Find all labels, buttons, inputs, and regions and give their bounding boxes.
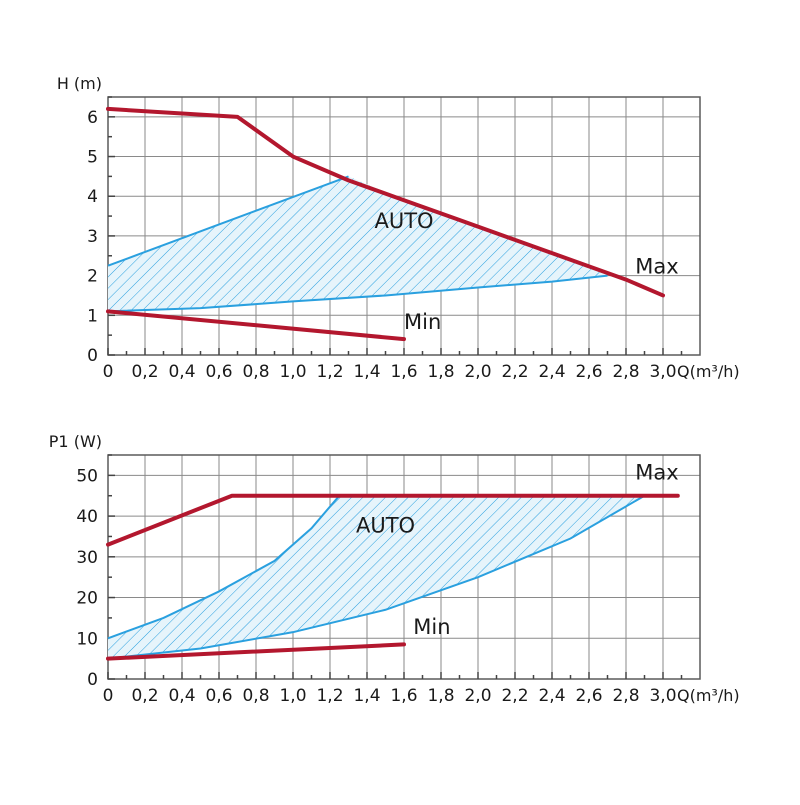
- series-max-line: [106, 493, 680, 547]
- curve-label-min: Min: [404, 310, 441, 334]
- y-tick-label: 20: [76, 589, 98, 609]
- y-tick-label: 50: [76, 466, 98, 486]
- y-tick-label: 6: [87, 108, 98, 128]
- auto-region: [108, 176, 608, 312]
- x-tick-label: 0,4: [168, 686, 195, 706]
- y-tick-label: 0: [87, 346, 98, 366]
- auto-label: AUTO: [356, 513, 415, 537]
- x-tick-label: 0,2: [131, 362, 158, 382]
- x-tick-label: 1,6: [390, 686, 417, 706]
- x-tick-label: 2,0: [464, 362, 491, 382]
- x-tick-label: 3,0: [649, 362, 676, 382]
- x-tick-label: 2,2: [501, 686, 528, 706]
- x-tick-label: 1,4: [353, 686, 380, 706]
- x-tick-label: 3,0: [649, 686, 676, 706]
- auto-lower-curve: [107, 494, 646, 660]
- curve-label-max: Max: [635, 460, 678, 484]
- y-axis-title: P1 (W): [49, 432, 102, 451]
- x-tick-label: 1,0: [279, 362, 306, 382]
- x-tick-label: 2,0: [464, 686, 491, 706]
- x-tick-label: 2,8: [612, 362, 639, 382]
- x-tick-label: 1,0: [279, 686, 306, 706]
- x-tick-label: 1,2: [316, 686, 343, 706]
- x-axis-title: Q(m³/h): [677, 686, 740, 705]
- x-tick-label: 2,4: [538, 686, 565, 706]
- x-tick-label: 0,8: [242, 362, 269, 382]
- x-tick-label: 2,2: [501, 362, 528, 382]
- y-tick-label: 3: [87, 227, 98, 247]
- y-tick-label: 40: [76, 507, 98, 527]
- auto-label: AUTO: [374, 209, 433, 233]
- auto-upper-curve: [107, 175, 349, 267]
- curve-label-min: Min: [413, 615, 450, 639]
- y-tick-label: 10: [76, 629, 98, 649]
- x-axis-title: Q(m³/h): [677, 362, 740, 381]
- x-tick-label: 0: [103, 686, 114, 706]
- x-tick-label: 2,6: [575, 686, 602, 706]
- x-tick-label: 2,8: [612, 686, 639, 706]
- x-tick-label: 1,6: [390, 362, 417, 382]
- y-tick-label: 30: [76, 548, 98, 568]
- x-tick-label: 1,4: [353, 362, 380, 382]
- series-min-line: [106, 309, 406, 342]
- auto-lower-curve: [107, 274, 608, 313]
- x-tick-label: 0: [103, 362, 114, 382]
- x-tick-label: 0,6: [205, 686, 232, 706]
- x-tick-label: 2,6: [575, 362, 602, 382]
- y-tick-label: 0: [87, 670, 98, 690]
- x-tick-label: 1,8: [427, 362, 454, 382]
- y-tick-label: 4: [87, 187, 98, 207]
- auto-region: [108, 495, 645, 659]
- y-tick-label: 2: [87, 267, 98, 287]
- x-tick-label: 0,6: [205, 362, 232, 382]
- series-min-line: [106, 642, 406, 661]
- x-tick-label: 2,4: [538, 362, 565, 382]
- x-tick-label: 1,2: [316, 362, 343, 382]
- head-chart: 0 0,2 0,4 0,6 0,8 1,0 1,2 1,4 1,6 1,8 2,0 2,2 2,4 2,6…: [57, 74, 740, 382]
- y-axis-title: H (m): [57, 74, 102, 93]
- curve-label-max: Max: [635, 255, 678, 279]
- x-tick-label: 0,4: [168, 362, 195, 382]
- x-tick-label: 0,8: [242, 686, 269, 706]
- y-tick-label: 1: [87, 306, 98, 326]
- series-max-line: [106, 106, 665, 298]
- auto-upper-curve: [107, 495, 341, 640]
- x-tick-label: 1,8: [427, 686, 454, 706]
- y-tick-label: 5: [87, 148, 98, 168]
- power-chart: 0 0,2 0,4 0,6 0,8 1,0 1,2 1,4 1,6 1,8 2,0 2,2 2,4 2,6…: [49, 432, 740, 706]
- x-tick-label: 0,2: [131, 686, 158, 706]
